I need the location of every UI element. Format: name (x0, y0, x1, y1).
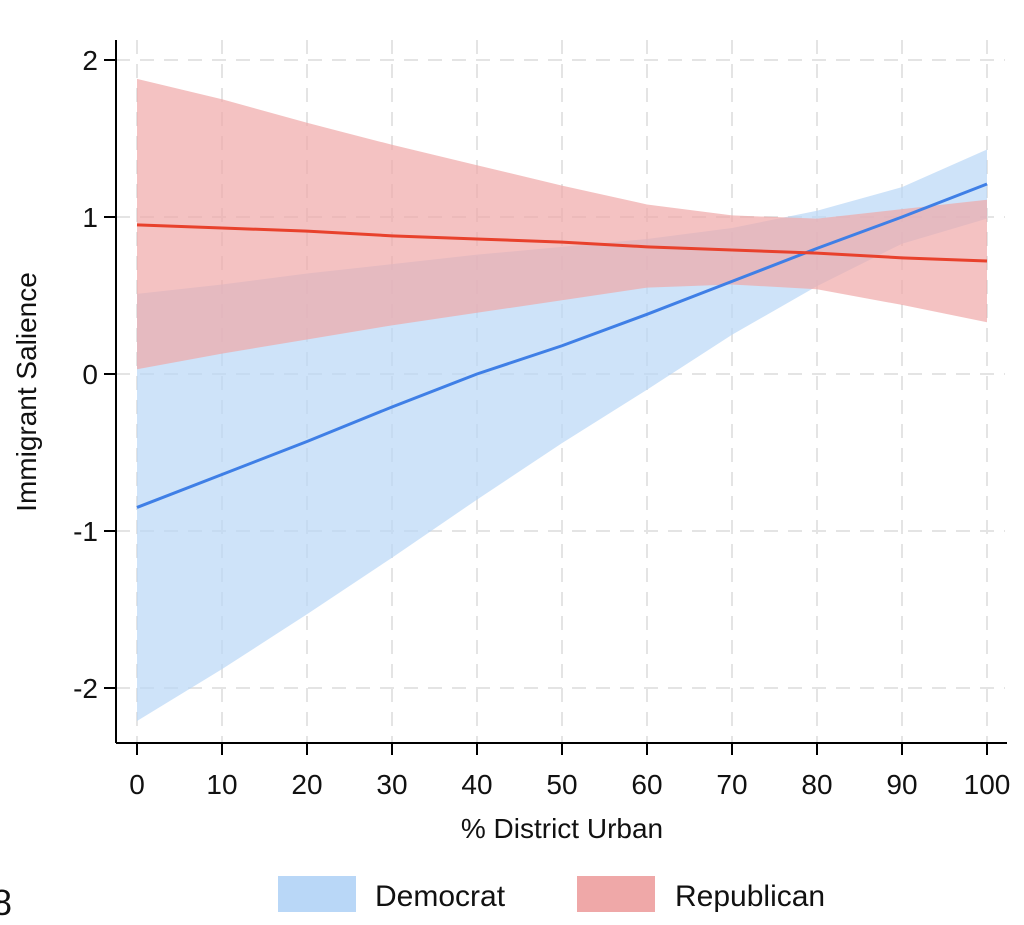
x-tick-label: 70 (716, 769, 747, 800)
legend-swatch-republican (577, 876, 655, 912)
line-republican (136, 223, 988, 263)
y-tick-label: -1 (73, 516, 98, 547)
x-tick-label: 90 (886, 769, 917, 800)
y-tick-label: 2 (82, 45, 98, 76)
band-republican (137, 78, 987, 370)
x-tick-label: 20 (291, 769, 322, 800)
x-tick-label: 30 (376, 769, 407, 800)
confidence-bands (137, 78, 987, 721)
x-tick-label: 50 (546, 769, 577, 800)
ticks: 0 10 20 30 40 50 60 70 80 90 100 -2 -1 0 1 2 (73, 45, 1010, 800)
x-tick-label: 40 (461, 769, 492, 800)
legend-swatch-democrat (278, 876, 356, 912)
line-democrat (136, 182, 988, 509)
y-tick-label: 0 (82, 359, 98, 390)
y-tick-label: -2 (73, 673, 98, 704)
series-lines (136, 182, 988, 509)
legend-label-republican: Republican (675, 880, 825, 913)
corner-annotation: 8 (0, 882, 12, 923)
x-tick-label: 80 (801, 769, 832, 800)
y-axis-title: Immigrant Salience (11, 272, 42, 512)
x-axis-title: % District Urban (461, 813, 663, 844)
legend: Democrat Republican (278, 876, 825, 913)
x-tick-label: 10 (206, 769, 237, 800)
x-tick-label: 0 (129, 769, 145, 800)
legend-label-democrat: Democrat (375, 880, 506, 913)
x-tick-label: 60 (631, 769, 662, 800)
y-tick-label: 1 (82, 202, 98, 233)
x-tick-label: 100 (964, 769, 1011, 800)
